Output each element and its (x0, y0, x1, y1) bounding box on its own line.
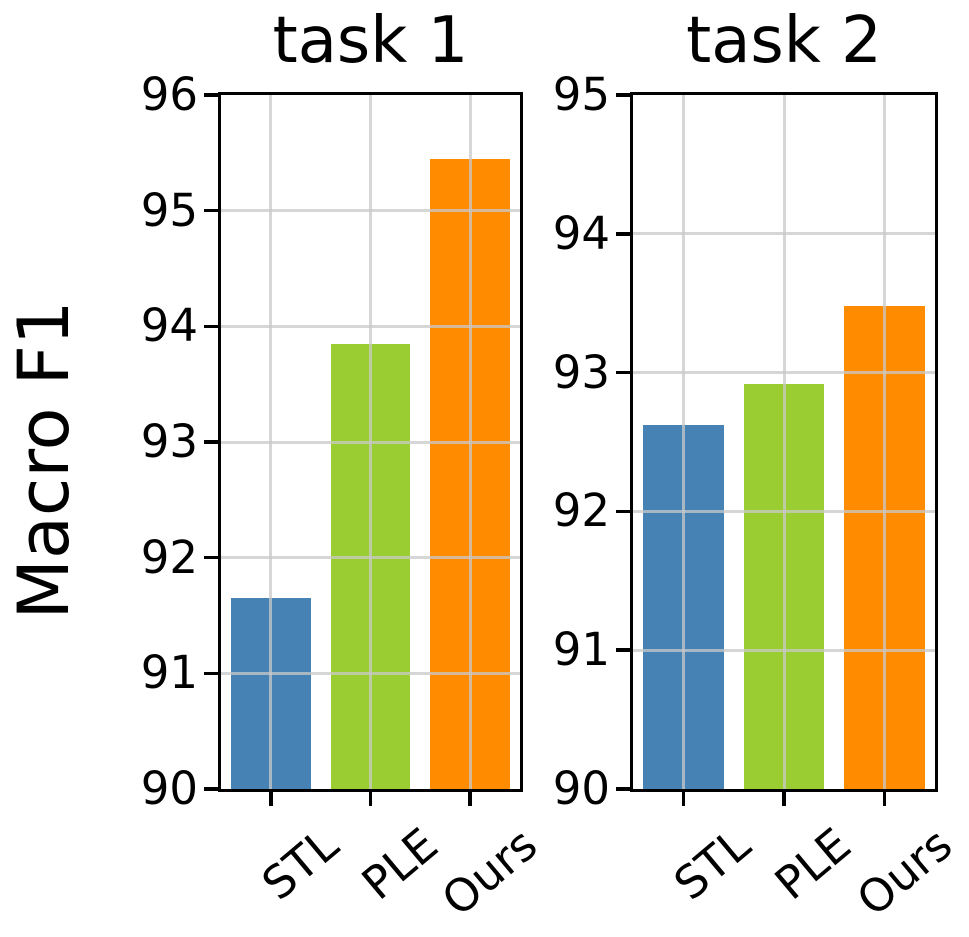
vertical-gridline (883, 95, 887, 789)
y-tick-label: 90 (140, 762, 198, 815)
y-tick-mark (616, 648, 630, 652)
x-tick-mark (368, 792, 373, 806)
horizontal-gridline (633, 648, 935, 652)
y-tick-label: 95 (140, 183, 198, 237)
x-tick-label-STL: STL (251, 817, 348, 911)
y-tick-mark (204, 324, 218, 329)
y-tick-mark (616, 370, 630, 375)
x-tick-mark (468, 792, 472, 806)
y-tick-label: 94 (140, 299, 198, 353)
x-tick-label-PLE: PLE (351, 817, 448, 911)
x-tick-mark (681, 792, 686, 806)
horizontal-gridline (221, 324, 520, 328)
y-tick-label: 93 (140, 415, 198, 468)
y-tick-mark (616, 787, 630, 791)
x-tick-mark (882, 792, 887, 806)
y-tick-label: 94 (552, 206, 610, 260)
x-tick-label-Ours: Ours (846, 817, 962, 927)
horizontal-gridline (633, 232, 935, 236)
y-tick-label: 90 (552, 762, 610, 815)
y-tick-mark (204, 787, 218, 791)
y-tick-mark (204, 93, 218, 97)
panel-1-plot-area (218, 92, 523, 792)
horizontal-gridline (221, 556, 520, 560)
panel-1-title: task 1 (272, 4, 469, 78)
vertical-gridline (782, 95, 786, 789)
vertical-gridline (681, 95, 685, 789)
y-tick-mark (204, 555, 218, 560)
y-tick-label: 96 (140, 68, 198, 121)
panel-2-title: task 2 (686, 4, 882, 78)
y-tick-label: 91 (552, 623, 610, 677)
x-tick-label-PLE: PLE (765, 817, 862, 911)
x-tick-label-STL: STL (664, 817, 761, 911)
horizontal-gridline (221, 671, 520, 675)
panel-2-plot-area (630, 92, 938, 792)
horizontal-gridline (221, 209, 520, 213)
y-tick-label: 93 (552, 345, 610, 399)
x-tick-mark (269, 792, 273, 806)
y-tick-mark (616, 232, 630, 236)
y-tick-label: 91 (140, 646, 198, 700)
y-tick-mark (204, 671, 218, 676)
y-tick-mark (204, 440, 218, 444)
x-tick-mark (782, 792, 786, 806)
y-tick-label: 95 (552, 68, 610, 121)
x-tick-label-Ours: Ours (432, 817, 548, 927)
y-tick-label: 92 (140, 530, 198, 584)
horizontal-gridline (633, 509, 935, 513)
y-tick-mark (204, 208, 218, 213)
y-tick-mark (616, 509, 630, 514)
horizontal-gridline (221, 440, 520, 444)
y-tick-mark (616, 93, 630, 97)
horizontal-gridline (633, 371, 935, 375)
y-tick-label: 92 (552, 484, 610, 538)
